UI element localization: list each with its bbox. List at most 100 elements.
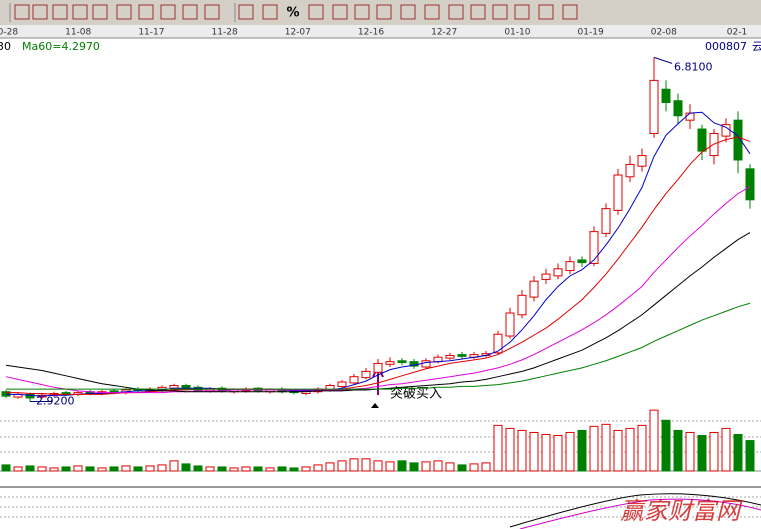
stock-code: 000807 (705, 40, 747, 53)
toolbar-icon[interactable] (160, 4, 176, 20)
candle-body (685, 112, 695, 121)
toolbar-icon[interactable] (562, 4, 578, 20)
volume-bar (241, 466, 251, 472)
candle-body (349, 376, 359, 384)
candle-body (733, 119, 743, 161)
candle-body (625, 163, 635, 178)
volume-bar (313, 464, 323, 472)
candle-body (589, 231, 599, 264)
volume-bar (253, 466, 263, 472)
toolbar-icon[interactable] (72, 4, 88, 20)
candle-body (505, 312, 515, 337)
toolbar-icon[interactable] (14, 4, 30, 20)
volume-bar (277, 466, 287, 472)
volume-bar (421, 461, 431, 472)
toolbar-icon[interactable] (138, 4, 154, 20)
volume-bar (37, 466, 47, 472)
volume-bar (565, 431, 575, 472)
volume-bar (613, 429, 623, 472)
toolbar-icon[interactable] (262, 4, 278, 20)
high-pointer (653, 56, 673, 64)
toolbar-icon[interactable] (32, 4, 48, 20)
volume-bar (25, 465, 35, 472)
volume-bar (337, 460, 347, 472)
candle-body (601, 208, 611, 234)
candle-body (637, 155, 647, 167)
toolbar-icon[interactable] (538, 4, 554, 20)
toolbar-icon[interactable] (376, 4, 392, 20)
low-label: 2.9200 (36, 394, 75, 407)
toolbar-icon[interactable] (182, 4, 198, 20)
toolbar-icon[interactable] (448, 4, 464, 20)
toolbar-icon[interactable] (354, 4, 370, 20)
candle-body (373, 362, 383, 373)
volume-bar (649, 409, 659, 472)
toolbar-icon[interactable] (52, 4, 68, 20)
volume-bar (409, 462, 419, 472)
toolbar-icon[interactable] (514, 4, 530, 20)
volume-bar (325, 462, 335, 472)
date-label: 11-08 (65, 28, 91, 38)
toolbar-icons (9, 3, 578, 22)
toolbar-icon[interactable] (470, 4, 486, 20)
ma-line (6, 136, 751, 395)
candle-body (397, 360, 407, 364)
volume-bar (181, 463, 191, 472)
volume-bar (157, 464, 167, 472)
toolbar-icon[interactable] (332, 4, 348, 20)
volume-bar (85, 466, 95, 472)
volume-bar (601, 423, 611, 472)
volume-bar (109, 466, 119, 472)
toolbar-icon[interactable] (424, 4, 440, 20)
date-label: 02-08 (651, 28, 677, 38)
annotation: 突破买入 (390, 386, 442, 402)
volume-bar (457, 464, 467, 472)
volume-bar (673, 429, 683, 472)
volume-bar (745, 440, 755, 472)
candle-body (661, 88, 671, 103)
volume-bar (577, 429, 587, 472)
candle-body (517, 294, 527, 316)
volume-bar (517, 429, 527, 472)
toolbar-percent[interactable]: % (286, 6, 299, 21)
volume-bar (217, 466, 227, 472)
toolbar-icon[interactable] (116, 4, 132, 20)
toolbar-icon[interactable] (204, 4, 220, 20)
toolbar-icon[interactable] (492, 4, 508, 20)
candle-body (649, 79, 659, 134)
volume-bar (493, 424, 503, 472)
candle-body (613, 174, 623, 211)
volume-bar (481, 462, 491, 472)
candle-body (457, 354, 467, 357)
indicator-curve (519, 498, 761, 529)
volume-bar (397, 460, 407, 472)
toolbar-icon[interactable] (400, 4, 416, 20)
volume-bar (169, 460, 179, 472)
volume-bar (637, 424, 647, 472)
volume-bar (541, 433, 551, 472)
volume-bar (265, 467, 275, 472)
candle-body (445, 354, 455, 359)
candle-body (529, 280, 539, 298)
date-bar (0, 25, 761, 38)
candle-body (745, 168, 755, 201)
date-label: 11-28 (212, 28, 238, 38)
volume-bar (73, 465, 83, 472)
date-label: 01-19 (578, 28, 604, 38)
toolbar-icon[interactable] (238, 4, 254, 20)
volume-bar (433, 460, 443, 472)
ma-line (6, 302, 751, 390)
indicator-curve (509, 493, 761, 528)
candle-body (553, 268, 563, 277)
volume-bar (349, 458, 359, 472)
candle-body (577, 259, 587, 264)
date-label: 02-1 (727, 28, 747, 38)
date-label: 12-27 (431, 28, 457, 38)
volume-bar (229, 467, 239, 472)
volume-bar (685, 431, 695, 472)
candle-body (361, 370, 371, 379)
watermark: 赢家财富网 (620, 497, 743, 525)
toolbar-icon[interactable] (308, 4, 324, 20)
toolbar-icon[interactable] (92, 4, 108, 20)
